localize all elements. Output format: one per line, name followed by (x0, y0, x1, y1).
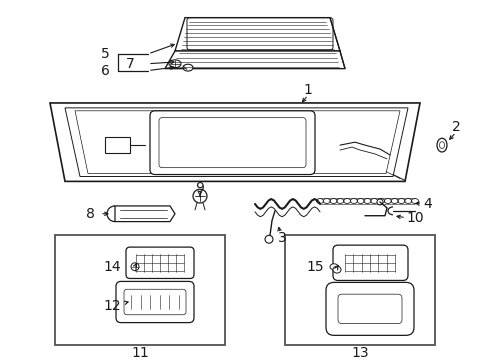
Text: 6: 6 (101, 64, 109, 78)
Bar (55, 235, 224, 345)
Ellipse shape (332, 266, 340, 273)
Text: 14: 14 (103, 260, 121, 274)
Ellipse shape (329, 264, 337, 270)
FancyBboxPatch shape (150, 111, 314, 175)
Ellipse shape (193, 189, 206, 203)
Polygon shape (115, 206, 175, 222)
Text: 13: 13 (350, 346, 368, 360)
Ellipse shape (183, 64, 193, 71)
FancyBboxPatch shape (332, 245, 407, 280)
Text: 1: 1 (303, 83, 312, 97)
Ellipse shape (436, 138, 446, 152)
Bar (285, 235, 434, 345)
Ellipse shape (169, 60, 181, 68)
Text: 9: 9 (195, 181, 204, 195)
Text: 11: 11 (131, 346, 148, 360)
Text: 4: 4 (423, 197, 431, 211)
Ellipse shape (131, 263, 139, 271)
Ellipse shape (376, 199, 382, 205)
FancyBboxPatch shape (325, 282, 413, 336)
Text: 7: 7 (125, 57, 134, 71)
Polygon shape (164, 51, 345, 69)
Polygon shape (175, 18, 339, 51)
Text: 5: 5 (101, 47, 109, 61)
Text: 8: 8 (85, 207, 94, 221)
FancyBboxPatch shape (126, 247, 194, 279)
Text: 3: 3 (277, 231, 286, 245)
Polygon shape (50, 103, 419, 181)
FancyBboxPatch shape (116, 282, 194, 323)
Text: 15: 15 (305, 260, 323, 274)
Text: 2: 2 (451, 121, 459, 135)
Text: 10: 10 (406, 211, 423, 225)
Ellipse shape (264, 235, 272, 243)
Bar (105, 137, 130, 153)
Text: 12: 12 (103, 299, 121, 313)
